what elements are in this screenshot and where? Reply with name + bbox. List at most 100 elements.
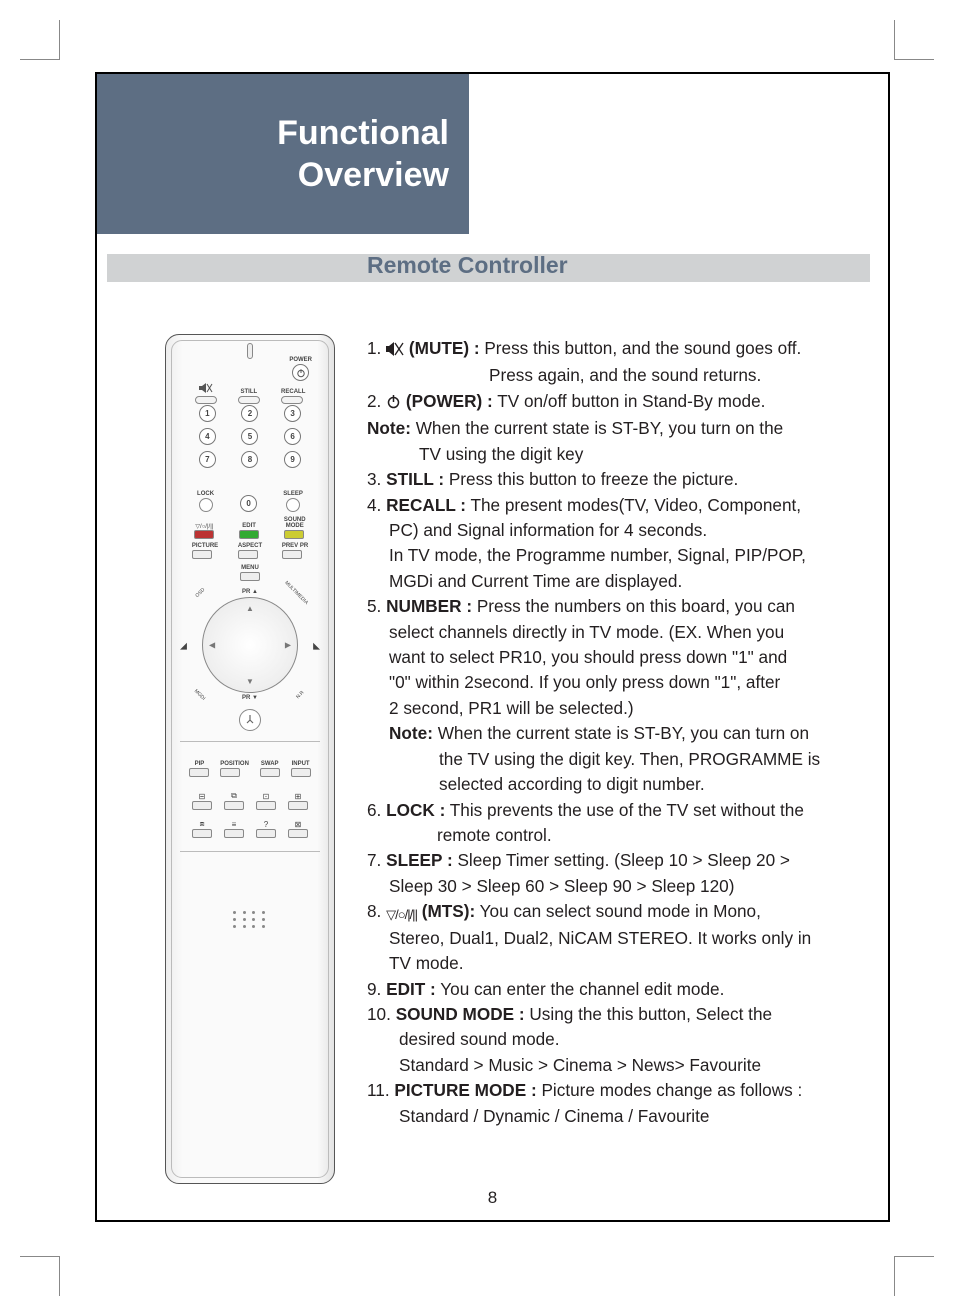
item-1-cont: Press again, and the sound returns. — [367, 363, 860, 387]
item-4-l2: In TV mode, the Programme number, Signal… — [367, 543, 860, 567]
sound-mode-group: SOUNDMODE — [284, 517, 306, 539]
item-5-note-l2: selected according to digit number. — [367, 772, 860, 796]
text: Press this button, and the sound goes of… — [484, 338, 801, 358]
section-subtitle: Remote Controller — [367, 252, 568, 279]
sound-mode-l2: MODE — [286, 523, 304, 529]
divider — [180, 741, 320, 742]
picture-group: PICTURE — [192, 543, 218, 559]
pr-dn-label: PR ▼ — [190, 695, 310, 701]
text: You can select sound mode in Mono, — [480, 901, 761, 921]
aspect-label: ASPECT — [238, 543, 262, 549]
item-5-l4: 2 second, PR1 will be selected.) — [367, 696, 860, 720]
title-line-1: Functional — [277, 114, 449, 152]
swap-group: SWAP — [260, 761, 280, 777]
page-number: 8 — [97, 1188, 888, 1208]
item-6: 6. LOCK : This prevents the use of the T… — [367, 798, 860, 822]
dpad-ring: ▲ ▼ ◀ ▶ OSD MULTIMEDIA MGDI N.R — [202, 597, 298, 693]
number-pad: 123 456 789 — [186, 405, 314, 474]
digit-6: 6 — [284, 428, 301, 445]
digit-1: 1 — [199, 405, 216, 422]
label: NUMBER : — [386, 596, 472, 616]
teletext-row-2: ⧈ ≡ ? ⊠ — [186, 819, 314, 838]
item-4-l3: MGDi and Current Time are displayed. — [367, 569, 860, 593]
title-block: Functional Overview — [97, 74, 469, 234]
prevpr-group: PREV PR — [282, 543, 308, 559]
digit-4: 4 — [199, 428, 216, 445]
item-5-l2: want to select PR10, you should press do… — [367, 645, 860, 669]
label: EDIT : — [386, 979, 436, 999]
sleep-label: SLEEP — [283, 491, 303, 497]
crop-mark — [894, 1256, 934, 1296]
label: SOUND MODE : — [396, 1004, 525, 1024]
label: (MTS): — [422, 901, 475, 921]
note-label: Note: — [367, 418, 411, 438]
item-7: 7. SLEEP : Sleep Timer setting. (Sleep 1… — [367, 848, 860, 872]
num: 9. — [367, 979, 381, 999]
text: You can enter the channel edit mode. — [440, 979, 724, 999]
mts-group: ▽/○/|/|| — [194, 523, 214, 539]
remote-illustration: POWER STILL RECALL — [165, 334, 335, 1184]
num: 7. — [367, 850, 381, 870]
text: TV on/off button in Stand-By mode. — [497, 391, 765, 411]
num: 10. — [367, 1004, 391, 1024]
item-10: 10. SOUND MODE : Using the this button, … — [367, 1002, 860, 1026]
num: 1. — [367, 338, 381, 358]
label: STILL : — [386, 469, 444, 489]
text: Press the numbers on this board, you can — [477, 596, 795, 616]
item-5-l1: select channels directly in TV mode. (EX… — [367, 620, 860, 644]
menu-label: MENU — [172, 565, 328, 571]
item-3: 3. STILL : Press this button to freeze t… — [367, 467, 860, 491]
ok-button — [239, 709, 261, 731]
label: PICTURE MODE : — [394, 1080, 536, 1100]
label: SLEEP : — [386, 850, 453, 870]
digit-3: 3 — [284, 405, 301, 422]
dpad: PR ▲ ▲ ▼ ◀ ▶ OSD MULTIMEDIA MGDI N.R PR … — [190, 589, 310, 702]
num: 6. — [367, 800, 381, 820]
num: 5. — [367, 596, 381, 616]
power-group: POWER — [289, 357, 312, 381]
item-10-l2: Standard > Music > Cinema > News> Favour… — [367, 1053, 860, 1077]
speaker-dots — [233, 911, 267, 928]
label: (POWER) : — [406, 391, 493, 411]
text: Sleep Timer setting. (Sleep 10 > Sleep 2… — [457, 850, 790, 870]
position-group: POSITION — [220, 761, 249, 777]
item-4: 4. RECALL : The present modes(TV, Video,… — [367, 493, 860, 517]
power-button-icon — [292, 364, 309, 381]
item-5-note-l1: the TV using the digit key. Then, PROGRA… — [367, 747, 860, 771]
num: 4. — [367, 495, 381, 515]
teletext-row-1: ⊟ ⧉ ⊡ ⊞ — [186, 791, 314, 810]
item-5-note: Note: When the current state is ST-BY, y… — [367, 721, 860, 745]
body-text: 1. (MUTE) : Press this button, and the s… — [367, 336, 860, 1129]
sub-note-text: When the current state is ST-BY, you can… — [438, 723, 809, 743]
edit-label: EDIT — [239, 523, 259, 529]
item-1: 1. (MUTE) : Press this button, and the s… — [367, 336, 860, 362]
edit-group: EDIT — [239, 523, 259, 539]
label: (MUTE) : — [409, 338, 480, 358]
text: This prevents the use of the TV set with… — [450, 800, 804, 820]
digit-0: 0 — [240, 495, 257, 512]
still-label: STILL — [238, 389, 260, 395]
position-label: POSITION — [220, 761, 249, 767]
text: Press this button to freeze the picture. — [449, 469, 738, 489]
lock-label: LOCK — [197, 491, 214, 497]
item-11-l1: Standard / Dynamic / Cinema / Favourite — [367, 1104, 860, 1128]
crop-mark — [20, 1256, 60, 1296]
power-icon — [386, 391, 401, 415]
mute-button-icon — [195, 383, 217, 404]
swap-label: SWAP — [260, 761, 280, 767]
prevpr-label: PREV PR — [282, 543, 308, 549]
item-8-l2: TV mode. — [367, 951, 860, 975]
item-5-l3: "0" within 2second. If you only press do… — [367, 670, 860, 694]
lock-group: LOCK — [197, 491, 214, 512]
num: 8. — [367, 901, 381, 921]
pip-label: PIP — [189, 761, 209, 767]
label: LOCK : — [386, 800, 445, 820]
title-line-2: Overview — [298, 156, 449, 194]
item-8: 8. ▽/○/|/|| (MTS): You can select sound … — [367, 899, 860, 924]
digit-8: 8 — [241, 451, 258, 468]
recall-group: RECALL — [281, 389, 305, 404]
sub-note-label: Note: — [389, 723, 433, 743]
note-text: When the current state is ST-BY, you tur… — [416, 418, 784, 438]
ir-emitter — [247, 343, 253, 359]
mts-row: ▽/○/|/|| EDIT SOUNDMODE — [182, 517, 318, 539]
